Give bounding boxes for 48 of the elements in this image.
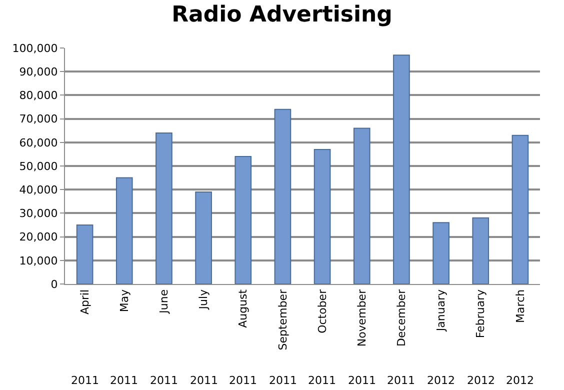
y-tick-label: 80,000 xyxy=(19,89,58,102)
y-tick-label: 20,000 xyxy=(19,230,58,244)
bar xyxy=(234,156,252,284)
x-tick-label: September xyxy=(276,288,290,350)
x-tick-label: January xyxy=(434,288,448,332)
y-tick-label: 100,000 xyxy=(12,42,58,55)
bar xyxy=(274,108,292,284)
x-tick-label: October xyxy=(316,288,329,334)
text: 2011 xyxy=(71,374,99,387)
y-tick-label: 90,000 xyxy=(19,65,58,78)
bar xyxy=(76,224,94,284)
bar xyxy=(156,132,172,284)
text: 2012 xyxy=(506,374,534,387)
text: 2012 xyxy=(467,374,495,387)
bar xyxy=(116,177,133,284)
text: 2011 xyxy=(110,374,138,387)
x-tick-label: August xyxy=(236,288,250,328)
text: 2011 xyxy=(387,374,415,387)
y-tick-label: 60,000 xyxy=(19,136,58,150)
x-tick-label: July xyxy=(197,288,210,310)
bar xyxy=(353,128,370,284)
x-tick-label: June xyxy=(158,289,171,314)
bar xyxy=(393,54,410,284)
text: 2011 xyxy=(150,374,178,387)
text: 2011 xyxy=(348,374,376,387)
y-tick-label: 40,000 xyxy=(19,183,58,196)
y-tick-label: 50,000 xyxy=(19,160,58,173)
x-tick-label: April xyxy=(78,289,92,315)
x-tick-label: May xyxy=(118,288,131,312)
y-tick-label: 70,000 xyxy=(19,112,58,126)
bar xyxy=(512,134,529,284)
bar xyxy=(195,191,212,284)
text: 2011 xyxy=(229,374,257,387)
bar xyxy=(432,222,450,284)
x-tick-label: February xyxy=(474,288,488,338)
y-tick-label: 0 xyxy=(50,278,58,291)
x-tick-label: November xyxy=(355,288,368,347)
chart-title: Radio Advertising xyxy=(172,2,392,28)
text: 2011 xyxy=(269,374,297,387)
x-tick-label: March xyxy=(514,289,527,323)
x-tick-label: December xyxy=(395,288,408,346)
text: 2011 xyxy=(308,374,336,387)
text: 2011 xyxy=(190,374,218,387)
y-tick-label: 30,000 xyxy=(19,207,58,220)
y-tick-label: 10,000 xyxy=(19,254,58,268)
bar xyxy=(314,148,331,284)
bar xyxy=(472,217,490,284)
text: 2012 xyxy=(427,374,455,387)
